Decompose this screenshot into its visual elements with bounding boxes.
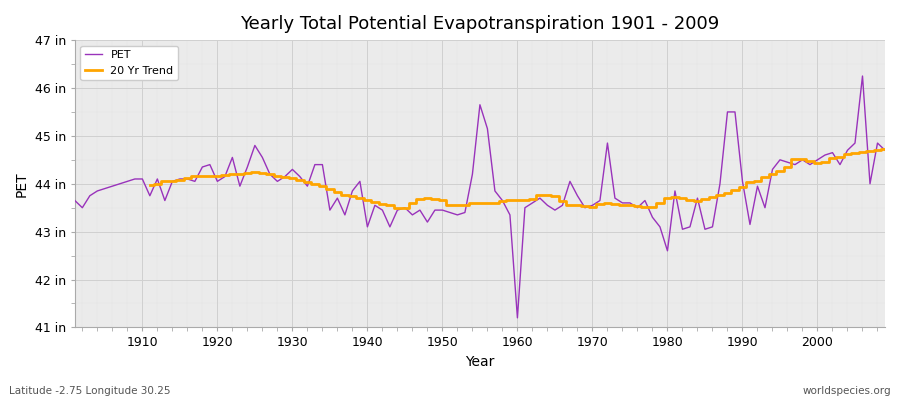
X-axis label: Year: Year [465,355,495,369]
PET [505,212,516,217]
PET [512,316,523,320]
Title: Yearly Total Potential Evapotranspiration 1901 - 2009: Yearly Total Potential Evapotranspiratio… [240,15,719,33]
20 Yr Trend [144,183,155,188]
20 Yr Trend [519,197,530,202]
PET [130,176,140,181]
20 Yr Trend [370,200,381,204]
PET [519,205,530,210]
20 Yr Trend [400,206,410,210]
PET [609,196,620,200]
PET [69,198,80,203]
Line: 20 Yr Trend: 20 Yr Trend [149,149,885,208]
20 Yr Trend [730,188,741,192]
PET [294,174,305,179]
Text: worldspecies.org: worldspecies.org [803,386,891,396]
20 Yr Trend [542,192,553,197]
PET [339,212,350,217]
PET [857,74,868,78]
PET [879,148,890,153]
20 Yr Trend [339,192,350,197]
Y-axis label: PET: PET [15,171,29,196]
Legend: PET, 20 Yr Trend: PET, 20 Yr Trend [80,46,178,80]
20 Yr Trend [879,147,890,152]
20 Yr Trend [317,184,328,189]
Text: Latitude -2.75 Longitude 30.25: Latitude -2.75 Longitude 30.25 [9,386,170,396]
Line: PET: PET [75,76,885,318]
